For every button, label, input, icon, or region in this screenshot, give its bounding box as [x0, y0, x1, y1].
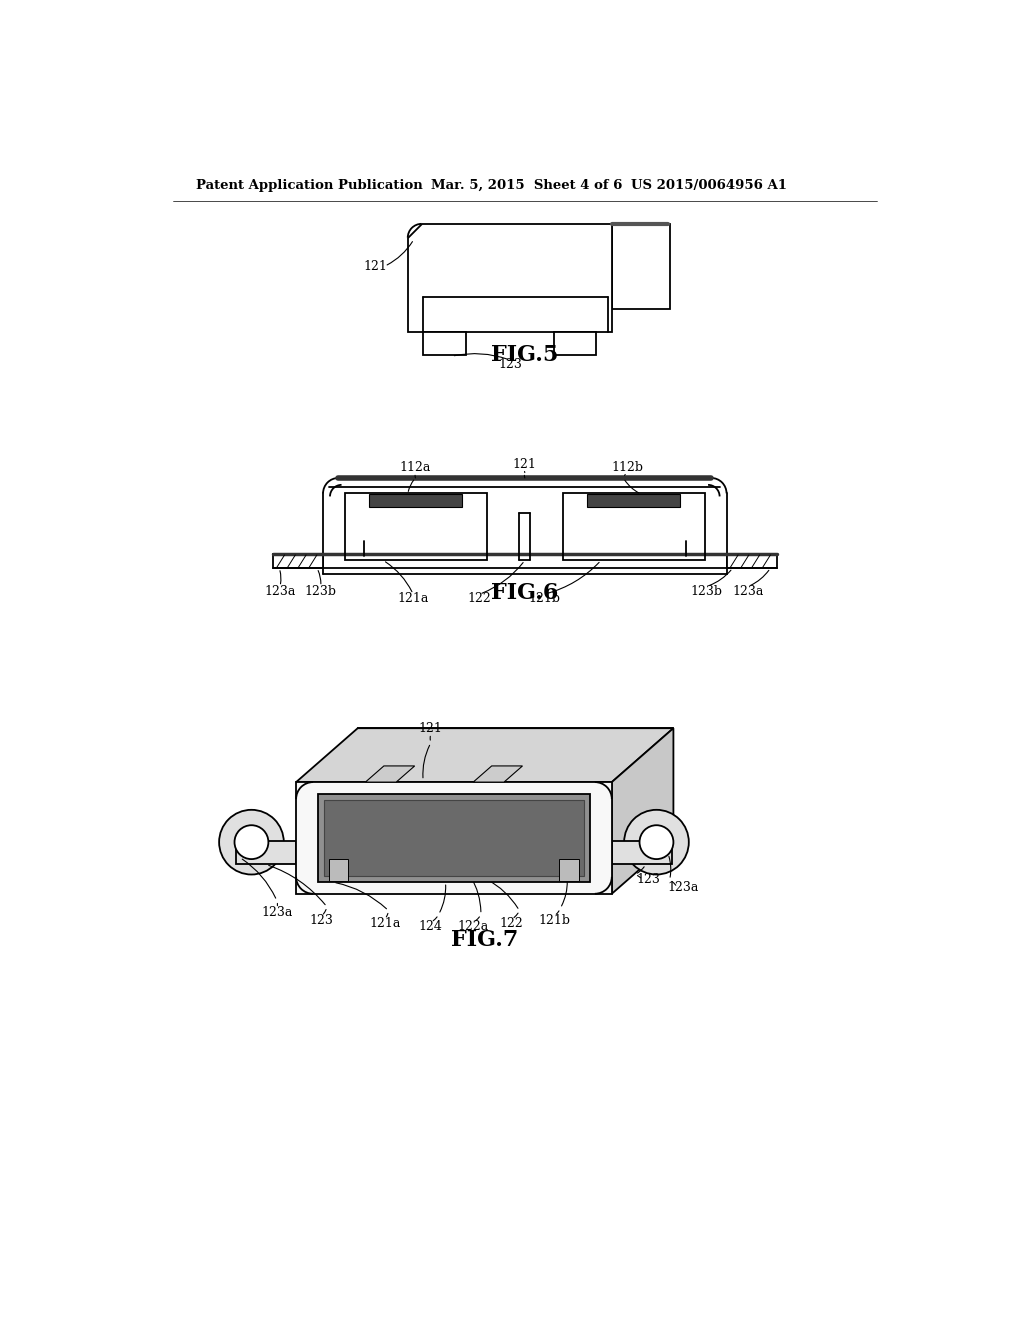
Polygon shape [370, 494, 462, 507]
Polygon shape [357, 729, 674, 840]
Polygon shape [237, 841, 296, 865]
Text: 123a: 123a [261, 907, 293, 920]
Text: FIG.7: FIG.7 [452, 929, 518, 950]
Circle shape [234, 825, 268, 859]
Text: FIG.6: FIG.6 [492, 582, 558, 603]
Polygon shape [554, 331, 596, 355]
Text: 121: 121 [364, 260, 387, 273]
Text: 123: 123 [636, 874, 659, 887]
Text: 122: 122 [500, 917, 523, 931]
Text: Patent Application Publication: Patent Application Publication [196, 178, 423, 191]
Polygon shape [366, 766, 415, 781]
Text: 121: 121 [419, 722, 442, 735]
Text: 124: 124 [419, 920, 442, 933]
Text: 121b: 121b [528, 593, 560, 606]
Text: 123: 123 [309, 915, 334, 927]
Text: 121b: 121b [538, 915, 570, 927]
Text: Mar. 5, 2015  Sheet 4 of 6: Mar. 5, 2015 Sheet 4 of 6 [431, 178, 623, 191]
Polygon shape [559, 859, 579, 880]
Polygon shape [273, 554, 323, 568]
Text: 121a: 121a [397, 593, 429, 606]
Text: 123b: 123b [690, 585, 723, 598]
Text: 112a: 112a [399, 462, 431, 474]
Polygon shape [296, 729, 674, 781]
Polygon shape [296, 781, 611, 894]
Text: 122: 122 [468, 593, 492, 606]
Polygon shape [727, 554, 776, 568]
Text: 112b: 112b [611, 462, 643, 474]
Text: FIG.5: FIG.5 [492, 343, 558, 366]
Polygon shape [330, 859, 348, 880]
Text: 123a: 123a [264, 585, 296, 598]
Polygon shape [408, 224, 611, 331]
Text: 123a: 123a [732, 585, 764, 598]
Text: 122a: 122a [458, 920, 488, 933]
Text: 123: 123 [499, 358, 522, 371]
Polygon shape [611, 841, 672, 865]
Circle shape [219, 810, 284, 874]
Polygon shape [587, 494, 680, 507]
Polygon shape [317, 793, 590, 882]
Polygon shape [611, 224, 670, 309]
Circle shape [625, 810, 689, 874]
Polygon shape [423, 331, 466, 355]
Polygon shape [611, 729, 674, 894]
Text: 121: 121 [513, 458, 537, 471]
Circle shape [640, 825, 674, 859]
Polygon shape [473, 766, 522, 781]
Text: 123b: 123b [305, 585, 337, 598]
Text: US 2015/0064956 A1: US 2015/0064956 A1 [631, 178, 787, 191]
Polygon shape [324, 800, 584, 876]
Text: 121a: 121a [369, 917, 400, 931]
Text: 123a: 123a [668, 880, 699, 894]
